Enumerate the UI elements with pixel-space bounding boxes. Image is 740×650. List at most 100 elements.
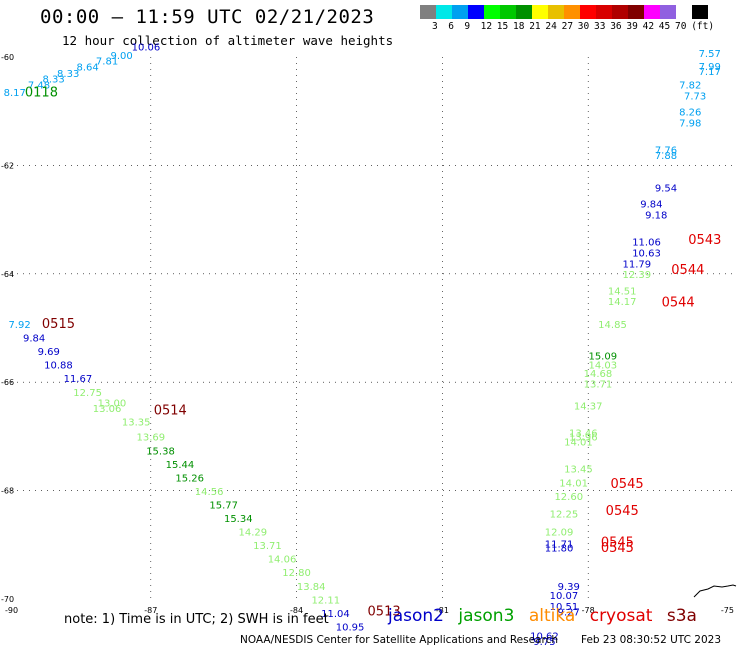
legend-swatch [628, 5, 644, 19]
wave-height-value: 10.62 [530, 632, 559, 643]
legend-swatch [564, 5, 580, 19]
wave-height-value: 8.64 [76, 63, 98, 74]
legend-swatch [548, 5, 564, 19]
generated-timestamp: Feb 23 08:30:52 UTC 2023 [581, 634, 721, 646]
map-subtitle: 12 hour collection of altimeter wave hei… [62, 33, 394, 48]
sat-cryosat: cryosat [589, 606, 653, 626]
axis-tick-label: -78 [582, 606, 595, 615]
axis-tick-label: -66 [1, 378, 14, 387]
wave-height-value: 11.71 [545, 540, 574, 551]
wave-height-value: 7.73 [684, 91, 706, 102]
wave-height-value: 12.09 [545, 528, 574, 539]
legend-value: 9 [464, 21, 471, 32]
wave-height-value: 14.56 [195, 487, 224, 498]
pass-time-label: 0543 [688, 233, 721, 248]
legend-value: 3 [432, 21, 438, 32]
wave-height-value: 11.80 [545, 543, 574, 554]
wave-height-value: 9.18 [645, 211, 667, 222]
wave-height-value: 11.79 [622, 259, 651, 270]
wave-height-value: 7.81 [96, 57, 118, 68]
wave-height-value: 7.17 [699, 67, 721, 78]
wave-height-value: 7.92 [8, 320, 30, 331]
pass-time-label: 0545 [601, 541, 634, 556]
wave-height-value: 8.26 [679, 108, 701, 119]
wave-height-value: 15.44 [166, 460, 195, 471]
wave-height-value: 13.71 [584, 380, 613, 391]
legend-value: 30 [577, 21, 590, 32]
wave-height-value: 11.06 [632, 238, 661, 249]
legend-value: 21 [529, 21, 541, 32]
pass-time-label: 0118 [25, 86, 58, 101]
legend-swatch [644, 5, 660, 19]
wave-height-value: 13.06 [93, 404, 122, 415]
legend-value: 33 [594, 21, 606, 32]
wave-height-value: 9.27 [558, 607, 580, 618]
axis-tick-label: -84 [290, 606, 303, 615]
wave-height-value: 13.46 [569, 428, 598, 439]
wave-height-value: 8.33 [57, 69, 79, 80]
wave-height-value: 14.01 [559, 478, 588, 489]
pass-time-label: 0544 [662, 295, 695, 310]
sat-altika: altika [528, 606, 576, 626]
legend-swatch [660, 5, 676, 19]
wave-height-value: 15.09 [588, 351, 617, 362]
wave-height-value: 14.17 [608, 297, 637, 308]
wave-height-value: 9.75 [533, 637, 555, 648]
axis-tick-label: -87 [144, 606, 157, 615]
wave-height-value: 13.69 [136, 433, 165, 444]
wave-height-value: 10.06 [132, 42, 161, 53]
wave-height-value: 15.26 [175, 473, 204, 484]
pass-time-label: 0515 [42, 317, 75, 332]
legend-value: 12 [480, 21, 493, 32]
wave-height-value: 7.48 [28, 80, 50, 91]
legend-value: 36 [610, 21, 622, 32]
wave-height-value: 15.77 [209, 500, 238, 511]
axis-tick-label: -60 [1, 53, 14, 62]
legend-color-bar [420, 5, 708, 19]
wave-height-value: 14.85 [598, 320, 627, 331]
wave-height-value: 13.71 [253, 541, 282, 552]
legend-value: 15 [496, 21, 509, 32]
wave-height-value: 9.84 [640, 200, 662, 211]
axis-tick-label: -62 [1, 161, 14, 170]
wave-height-value: 13.96 [569, 433, 598, 444]
legend-value: (ft) [691, 21, 715, 32]
wave-height-value: 11.67 [64, 374, 93, 385]
wave-height-value: 10.95 [336, 622, 365, 633]
wave-height-value: 7.76 [655, 145, 677, 156]
pass-time-label: 0544 [671, 263, 704, 278]
wave-height-value: 9.39 [558, 582, 580, 593]
wave-height-value: 14.06 [268, 555, 297, 566]
wave-height-value: 8.33 [42, 74, 64, 85]
wave-height-value: 10.51 [550, 602, 579, 613]
legend-value: 18 [513, 21, 525, 32]
wave-height-value: 7.57 [699, 49, 721, 60]
legend-value: 70 [675, 21, 687, 32]
wave-height-value: 11.04 [321, 609, 350, 620]
wave-height-value: 14.68 [584, 369, 613, 380]
wave-height-value: 9.84 [23, 334, 45, 345]
legend-swatch [436, 5, 452, 19]
legend-value: 27 [561, 21, 574, 32]
wave-height-value: 8.17 [4, 88, 26, 99]
wave-height-value: 14.37 [574, 401, 603, 412]
wave-height-value: 10.63 [632, 248, 661, 259]
legend-value: 24 [545, 21, 557, 32]
wave-height-value: 12.75 [73, 388, 102, 399]
legend-swatch [692, 5, 708, 19]
wave-height-value: 13.84 [297, 582, 326, 593]
wave-height-value: 13.45 [564, 465, 593, 476]
pass-time-label: 0545 [606, 504, 639, 519]
wave-height-value: 7.99 [699, 62, 721, 73]
axis-tick-labels: -90 -87 -84 -81 -78 -75 -60 -62 -64 -66 -68 -70 [1, 53, 734, 615]
wave-height-value: 13.00 [98, 399, 127, 410]
legend-labels: 3 6 9 12 15 18 21 24 27 30 33 36 39 42 45 70 (ft) [420, 19, 714, 33]
wave-height-value: 14.51 [608, 286, 637, 297]
wave-height-value: 9.54 [655, 183, 677, 194]
axis-tick-label: -75 [721, 606, 734, 615]
wave-height-value: 12.11 [311, 595, 340, 606]
axis-tick-label: -70 [1, 595, 14, 604]
legend-swatch [532, 5, 548, 19]
pass-labels-layer: 0118051505140513054305440544054505450545… [25, 86, 721, 620]
